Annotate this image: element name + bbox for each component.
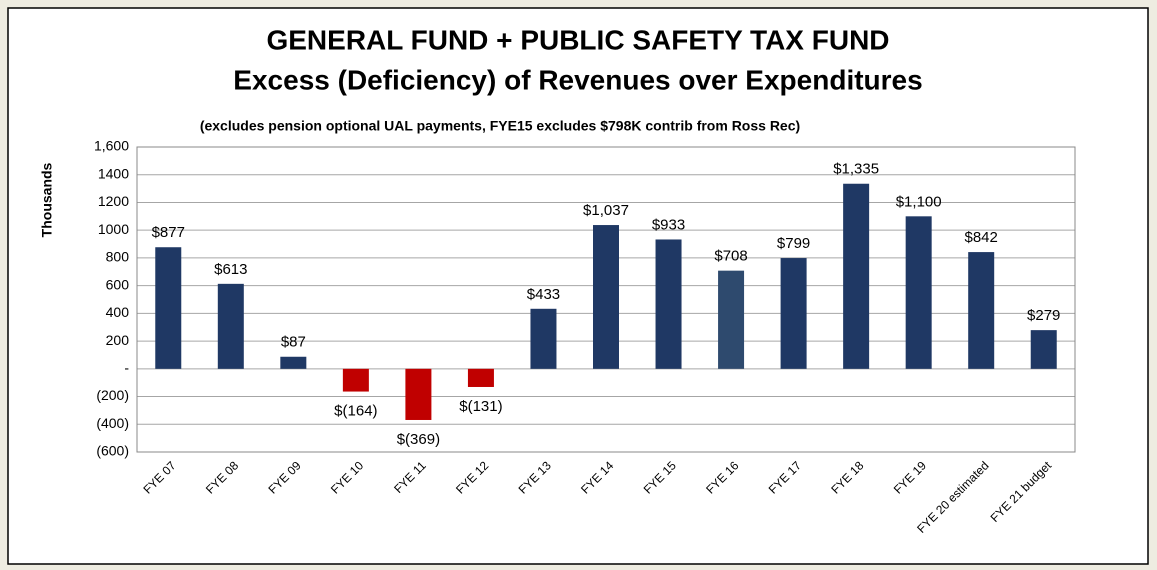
bar [1030,330,1057,369]
bar [593,225,619,369]
bar [780,258,807,369]
y-tick-label: 1400 [98,165,129,181]
value-label: $1,037 [583,202,629,219]
y-tick-label: 800 [106,249,130,265]
bar [718,270,745,369]
y-tick-label: - [124,360,129,376]
value-label: $933 [652,216,685,233]
y-tick-label: (400) [96,415,129,431]
value-label: $(131) [459,398,502,415]
y-tick-label: 200 [106,332,130,348]
y-tick-label: 600 [106,276,130,292]
value-label: $87 [281,334,306,351]
bar [280,356,307,369]
bar [467,368,494,387]
y-tick-label: 1,600 [94,138,129,154]
value-label: $842 [965,229,998,246]
bar [968,252,995,369]
bar [342,368,369,392]
y-tick-label: 1200 [98,193,129,209]
value-label: $708 [714,248,747,265]
y-axis-label: Thousands [39,162,55,237]
annotation: (excludes pension optional UAL payments,… [200,118,800,134]
y-tick-label: 1000 [98,221,129,237]
bar [843,183,870,369]
bar [217,283,244,369]
value-label: $877 [152,224,185,241]
value-label: $613 [214,261,247,278]
value-label: $(369) [397,431,440,448]
value-label: $(164) [334,403,377,420]
value-label: $1,335 [833,161,879,178]
bar [530,308,557,369]
y-tick-label: 400 [106,304,130,320]
bar [655,239,682,369]
value-label: $799 [777,235,810,252]
chart-title: GENERAL FUND + PUBLIC SAFETY TAX FUND [266,24,889,55]
chart-subtitle: Excess (Deficiency) of Revenues over Exp… [233,64,922,95]
bar [405,368,432,420]
value-label: $279 [1027,307,1060,324]
bar [905,216,932,369]
value-label: $433 [527,286,560,303]
y-tick-label: (200) [96,387,129,403]
bar [155,247,182,369]
y-tick-label: (600) [96,443,129,459]
value-label: $1,100 [896,193,942,210]
plot-border [136,146,1076,453]
